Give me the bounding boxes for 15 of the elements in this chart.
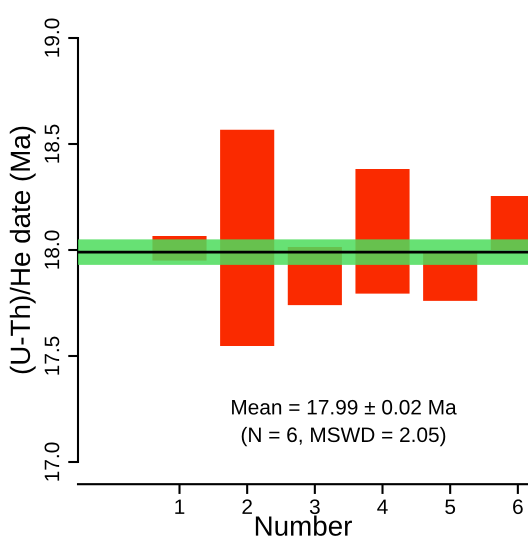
y-axis-title: (U-Th)/He date (Ma) — [10, 126, 36, 374]
y-tick-label: 18.0 — [44, 230, 60, 269]
x-tick-label: 5 — [445, 500, 456, 514]
x-tick-label: 4 — [377, 500, 388, 514]
x-axis-title: Number — [256, 515, 352, 536]
x-tick-label: 3 — [310, 499, 320, 514]
y-tick-label: 18.5 — [44, 124, 60, 163]
x-tick-label: 6 — [513, 499, 523, 514]
annotation: Mean = 17.99 ± 0.02 Ma — [232, 400, 457, 415]
x-tick-label: 2 — [242, 499, 252, 514]
y-tick-label: 17.0 — [44, 442, 60, 481]
annotation: (N = 6, MSWD = 2.05) — [242, 426, 446, 446]
x-tick-label: 1 — [175, 500, 184, 514]
y-tick-label: 17.5 — [44, 336, 60, 375]
y-tick-label: 19.0 — [44, 18, 60, 57]
